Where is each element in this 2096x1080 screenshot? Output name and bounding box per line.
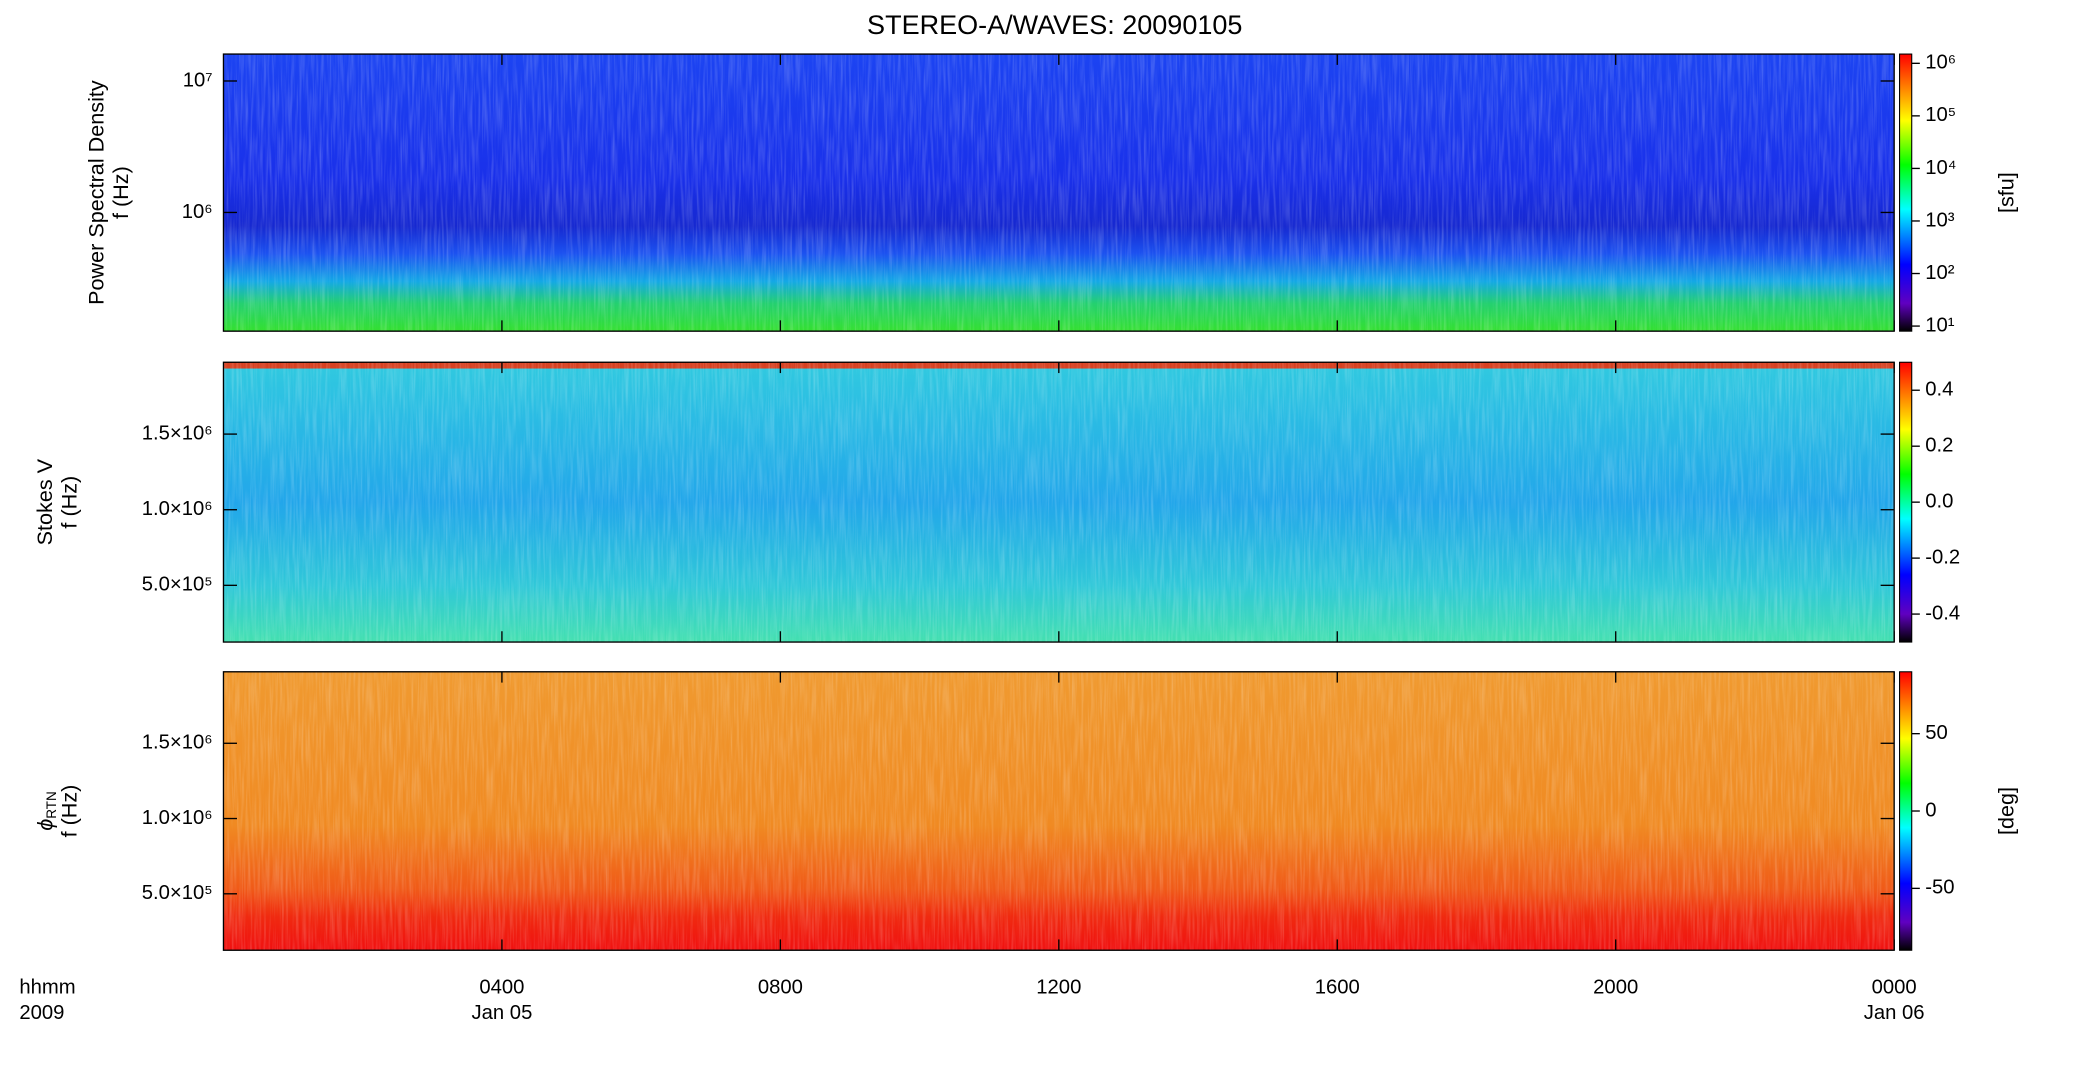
y-tick-label: 10⁶: [182, 201, 213, 223]
colorbar-tick-label: 10⁵: [1925, 104, 1956, 126]
x-tick-label: 0000: [1872, 976, 1917, 998]
colorbar-tick-label: 10⁴: [1925, 157, 1956, 179]
y-tick-label: 1.5×10⁶: [142, 422, 213, 444]
y-axis-symbol: ϕ: [32, 819, 57, 831]
y-tick-label: 1.0×10⁶: [142, 498, 213, 520]
spectrogram-texture: [223, 54, 1895, 332]
x-tick-label: 0400: [479, 976, 524, 998]
colorbar: [1899, 53, 1913, 332]
y-tick-label: 5.0×10⁵: [142, 882, 213, 904]
y-axis-subscript: RTN: [43, 791, 58, 819]
colorbar-label: [deg]: [1993, 787, 2018, 835]
colorbar-tick-label: 50: [1925, 722, 1948, 744]
y-axis-label: ϕRTN: [32, 791, 58, 831]
colorbar-tick-label: -50: [1925, 877, 1954, 899]
x-tick-label: 0800: [758, 976, 803, 998]
x-tick-label: 2000: [1593, 976, 1638, 998]
colorbar-tick-label: -0.4: [1925, 602, 1960, 624]
x-date-label: Jan 06: [1864, 1002, 1925, 1024]
y-axis-label: Power Spectral Density: [83, 80, 108, 305]
colorbar-tick-label: 0: [1925, 799, 1936, 821]
colorbar: [1899, 361, 1913, 643]
y-tick-label: 5.0×10⁵: [142, 574, 213, 596]
colorbar-tick-label: 10¹: [1925, 314, 1955, 336]
spectrogram-texture: [223, 362, 1895, 643]
colorbar-tick-label: 10³: [1925, 209, 1955, 231]
colorbar: [1899, 671, 1913, 951]
x-tick-label: 1200: [1036, 976, 1081, 998]
colorbar-tick-label: 0.0: [1925, 491, 1953, 513]
y-tick-label: 10⁷: [183, 69, 213, 91]
x-tick-label: 1600: [1315, 976, 1360, 998]
colorbar-tick-label: 0.2: [1925, 435, 1953, 457]
x-axis-label: hhmm: [19, 976, 75, 998]
y-tick-label: 1.5×10⁶: [142, 732, 213, 754]
x-date-label: Jan 05: [471, 1002, 532, 1024]
y-axis-label: f (Hz): [56, 785, 81, 838]
colorbar-tick-label: -0.2: [1925, 546, 1960, 568]
y-axis-label: f (Hz): [108, 166, 133, 219]
y-axis-label: f (Hz): [56, 476, 81, 529]
y-tick-label: 1.0×10⁶: [142, 807, 213, 829]
y-axis-label: Stokes V: [32, 458, 57, 545]
colorbar-tick-label: 0.4: [1925, 379, 1953, 401]
spectrogram-texture: [223, 671, 1895, 951]
colorbar-tick-label: 10⁶: [1925, 52, 1956, 74]
x-axis-label: 2009: [19, 1002, 64, 1024]
colorbar-label: [sfu]: [1993, 172, 2018, 213]
colorbar-tick-label: 10²: [1925, 262, 1955, 284]
chart-title: STEREO-A/WAVES: 20090105: [867, 10, 1242, 40]
